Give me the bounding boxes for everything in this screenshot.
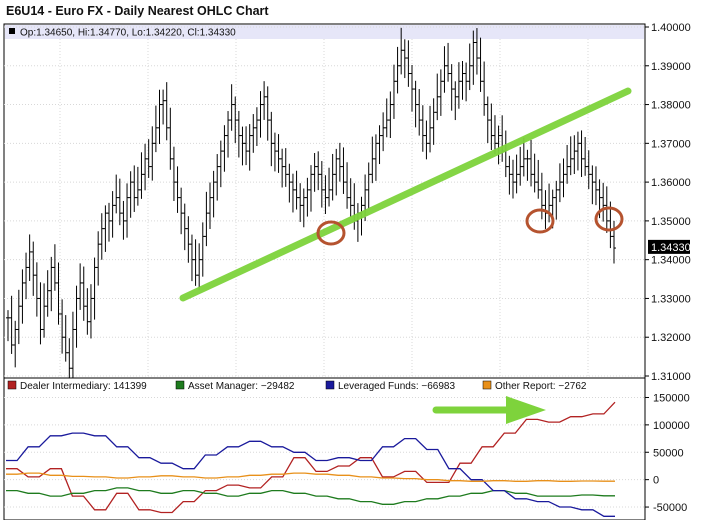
legend-label: Leveraged Funds: −66983 [338,381,455,392]
price-tick-label: 1.35000 [651,216,691,228]
legend-swatch [175,380,185,390]
cot-tick-label: 0 [653,475,659,487]
last-price-box [648,239,690,254]
price-tick-label: 1.36000 [651,177,691,189]
cot-tick-label: 150000 [653,392,690,404]
price-tick-label: 1.32000 [651,332,691,344]
circle-annotation [525,208,555,234]
series-marker-icon [9,28,15,34]
ohlc-header-bar [5,25,644,39]
legend-label: Other Report: −2762 [495,381,587,392]
circle-annotation [594,206,624,232]
cot-series-line [6,472,615,482]
price-tick-label: 1.40000 [651,22,691,34]
price-tick-label: 1.34000 [651,255,691,267]
legend-label: Dealer Intermediary: 141399 [20,381,147,392]
price-tick-label: 1.33000 [651,293,691,305]
price-tick-label: 1.31000 [651,371,691,383]
trend-line-annotation [179,87,632,302]
legend-swatch [7,380,17,390]
ohlc-header-text: Op:1.34650, Hi:1.34770, Lo:1.34220, Cl:1… [20,28,236,39]
cot-series-line [6,487,615,505]
price-tick-label: 1.38000 [651,100,691,112]
legend-swatch [325,380,335,390]
price-tick-label: 1.37000 [651,138,691,150]
circle-annotation [316,220,346,246]
chart-title: E6U14 - Euro FX - Daily Nearest OHLC Cha… [6,4,269,18]
cot-tick-label: -50000 [653,502,687,514]
arrow-head-annotation [506,396,546,424]
legend-swatch [482,380,492,390]
price-tick-label: 1.39000 [651,61,691,73]
last-price-label: 1.34330 [651,242,691,254]
cot-panel [3,377,646,520]
cot-series-line [6,401,616,514]
cot-tick-label: 100000 [653,420,690,432]
cot-tick-label: 50000 [653,447,684,459]
cot-series-line [6,432,615,517]
legend-label: Asset Manager: −29482 [188,381,295,392]
